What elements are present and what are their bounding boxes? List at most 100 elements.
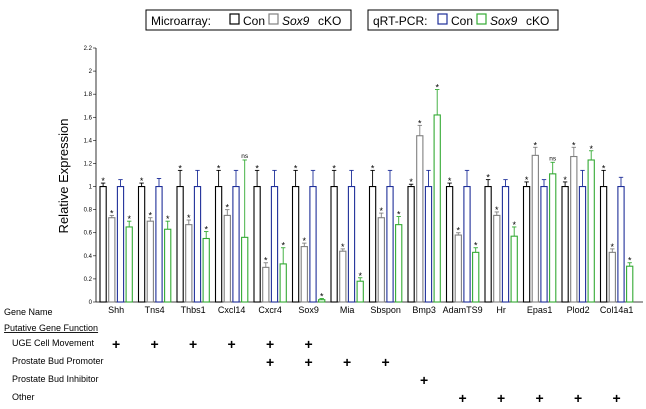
significance-mark: * (358, 271, 362, 281)
function-row-label: Prostate Bud Promoter (12, 356, 104, 366)
bar (202, 237, 210, 303)
function-row-label: UGE Cell Movement (12, 338, 95, 348)
bar (330, 185, 338, 303)
significance-mark: * (589, 144, 593, 154)
bar (108, 217, 116, 303)
function-mark: + (459, 390, 467, 406)
function-mark: + (305, 336, 313, 352)
significance-mark: * (140, 176, 144, 186)
gene-label: Tns4 (145, 305, 165, 315)
bar (116, 185, 125, 303)
bar (262, 266, 270, 303)
significance-mark: * (563, 175, 567, 185)
significance-mark: * (149, 211, 153, 221)
significance-mark: ns (549, 155, 557, 162)
significance-mark: * (371, 163, 375, 173)
bar (472, 251, 480, 303)
significance-mark: * (512, 220, 516, 230)
legend-label-cko-gene: Sox9 (282, 14, 310, 28)
significance-mark: ns (241, 153, 249, 160)
significance-mark: * (255, 163, 259, 173)
bar (501, 185, 510, 303)
function-row-label: Other (12, 392, 35, 402)
bar (270, 185, 279, 303)
gene-label: Thbs1 (181, 305, 206, 315)
function-mark: + (536, 390, 544, 406)
bar (164, 228, 172, 303)
bar (416, 135, 424, 303)
significance-mark: * (187, 213, 191, 223)
y-tick-label: 0.2 (84, 277, 93, 283)
function-mark: + (266, 336, 274, 352)
bar (99, 185, 107, 303)
y-tick-label: 1 (89, 185, 93, 191)
function-mark: + (112, 336, 120, 352)
legend-title-qrtpcr: qRT-PCR: (373, 14, 427, 28)
significance-mark: * (217, 163, 221, 173)
bar (617, 185, 625, 303)
function-mark: + (382, 354, 390, 370)
legend-label-cko: cKO (318, 14, 341, 28)
legend-swatch (268, 13, 279, 25)
gene-label: Hr (496, 305, 506, 315)
gene-name-row-label: Gene Name (4, 307, 53, 317)
bar (185, 224, 193, 303)
significance-mark: * (572, 140, 576, 150)
significance-mark: * (611, 242, 615, 252)
significance-mark: * (418, 118, 422, 128)
bar (407, 185, 415, 303)
significance-mark: * (127, 214, 131, 224)
bar (445, 185, 454, 303)
y-tick-label: 0 (89, 300, 93, 306)
bar (155, 185, 163, 303)
significance-mark: * (435, 83, 439, 93)
significance-mark: * (628, 256, 632, 266)
significance-mark: * (341, 242, 345, 252)
significance-mark: * (486, 173, 490, 183)
bar (241, 236, 249, 303)
y-tick-label: 0.8 (84, 208, 93, 214)
significance-mark: * (397, 210, 401, 220)
y-tick-label: 0.6 (84, 231, 93, 237)
bar (510, 235, 518, 303)
significance-mark: * (264, 256, 268, 266)
bar (368, 185, 377, 303)
function-mark: + (266, 354, 274, 370)
significance-mark: * (448, 176, 452, 186)
gene-label: Cxcl14 (218, 305, 246, 315)
bar (587, 159, 595, 303)
y-tick-label: 1.4 (84, 138, 93, 144)
bar (395, 224, 403, 303)
gene-labels: Shh Tns4 Thbs1 Cxcl14 Cxcr4 Sox9 Mia Sbspon Bmp3… (108, 305, 633, 315)
bar (356, 280, 364, 303)
gene-label: Sbspon (370, 305, 401, 315)
function-mark: + (420, 372, 428, 388)
bar (232, 185, 240, 303)
y-tick-label: 2 (89, 69, 93, 75)
gene-label: Plod2 (567, 305, 590, 315)
y-tick-label: 1.2 (84, 161, 93, 167)
bar (309, 185, 317, 303)
function-mark: + (343, 354, 351, 370)
bars (99, 89, 634, 303)
bar (540, 185, 548, 303)
significance-mark: * (602, 163, 606, 173)
bar (522, 185, 531, 303)
bar (125, 226, 133, 303)
bar (347, 185, 356, 303)
y-tick-label: 2.2 (84, 46, 93, 52)
bar (339, 250, 347, 303)
function-mark: + (151, 336, 159, 352)
gene-label: Col14a1 (600, 305, 634, 315)
function-mark: + (305, 354, 313, 370)
significance-mark: * (332, 163, 336, 173)
bar (193, 185, 202, 303)
function-mark: + (497, 390, 505, 406)
significance-mark: * (525, 175, 529, 185)
significance-mark: * (303, 236, 307, 246)
bar (433, 114, 441, 303)
gene-label: Mia (340, 305, 355, 315)
bar (608, 251, 616, 303)
legend-title-microarray: Microarray: (151, 14, 211, 28)
gene-label: Bmp3 (412, 305, 436, 315)
